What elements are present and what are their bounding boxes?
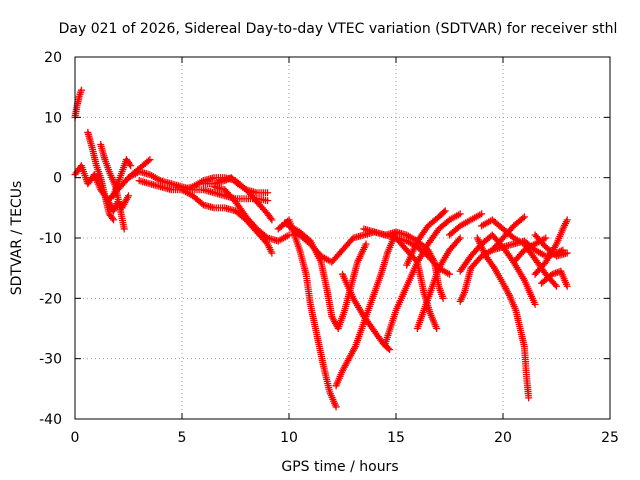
series-track-aa xyxy=(488,213,528,254)
series-track-k xyxy=(210,183,293,245)
y-tick-label: -10 xyxy=(39,231,62,247)
marker-run xyxy=(413,234,464,332)
y-axis-label: SDTVAR / TECUs xyxy=(9,181,25,296)
x-tick-label: 15 xyxy=(387,430,405,446)
series-track-ad xyxy=(538,267,571,290)
series-track-s xyxy=(403,207,449,269)
series-track-y xyxy=(473,234,533,402)
series-track-a xyxy=(71,86,85,121)
series-track-w xyxy=(446,210,486,239)
x-tick-label: 20 xyxy=(494,430,512,446)
y-tick-label: -20 xyxy=(39,291,62,307)
x-tick-label: 0 xyxy=(71,430,80,446)
y-tick-label: -30 xyxy=(39,352,62,368)
marker-run xyxy=(488,213,528,254)
marker-run xyxy=(71,86,85,121)
series-track-u xyxy=(413,234,464,332)
marker-run xyxy=(199,174,272,197)
series-track-l xyxy=(274,216,340,411)
marker-run xyxy=(339,270,394,354)
series-track-ac xyxy=(531,216,571,278)
marker-run xyxy=(210,183,293,245)
y-tick-label: 10 xyxy=(44,110,62,126)
data-points xyxy=(71,86,571,411)
marker-run xyxy=(446,210,486,239)
x-tick-label: 10 xyxy=(280,430,298,446)
x-tick-label: 5 xyxy=(178,430,187,446)
chart-title: Day 021 of 2026, Sidereal Day-to-day VTE… xyxy=(59,21,618,37)
marker-run xyxy=(531,216,571,278)
axis-ticks: 0 5 10 15 20 25 -40 -30 -20 -10 0 10 20 xyxy=(39,50,619,446)
y-tick-label: 20 xyxy=(44,50,62,66)
marker-run xyxy=(531,231,571,260)
marker-run xyxy=(473,234,533,402)
y-tick-label: 0 xyxy=(53,171,62,187)
y-tick-label: -40 xyxy=(39,412,62,428)
marker-run xyxy=(538,267,571,290)
marker-run xyxy=(403,207,449,269)
marker-run xyxy=(274,216,340,411)
x-axis-label: GPS time / hours xyxy=(281,459,398,475)
series-track-ae xyxy=(531,231,571,260)
x-tick-label: 25 xyxy=(601,430,619,446)
grid-lines xyxy=(75,57,610,419)
series-track-j xyxy=(199,174,272,197)
series-track-p xyxy=(339,270,394,354)
